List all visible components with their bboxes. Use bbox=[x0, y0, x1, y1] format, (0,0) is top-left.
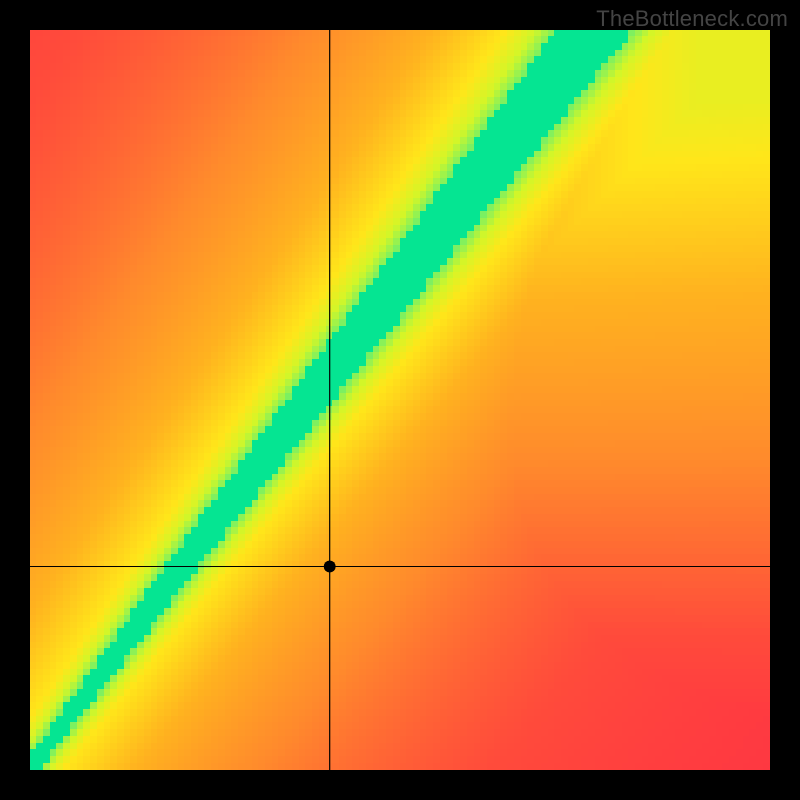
attribution-text: TheBottleneck.com bbox=[596, 6, 788, 32]
plot-area bbox=[30, 30, 770, 770]
heatmap-canvas bbox=[30, 30, 770, 770]
figure-root: TheBottleneck.com bbox=[0, 0, 800, 800]
